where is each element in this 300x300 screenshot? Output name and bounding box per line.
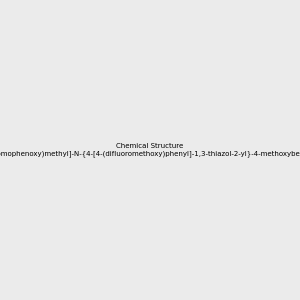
Text: Chemical Structure
3-[(4-bromophenoxy)methyl]-N-{4-[4-(difluoromethoxy)phenyl]-1: Chemical Structure 3-[(4-bromophenoxy)me… (0, 143, 300, 157)
